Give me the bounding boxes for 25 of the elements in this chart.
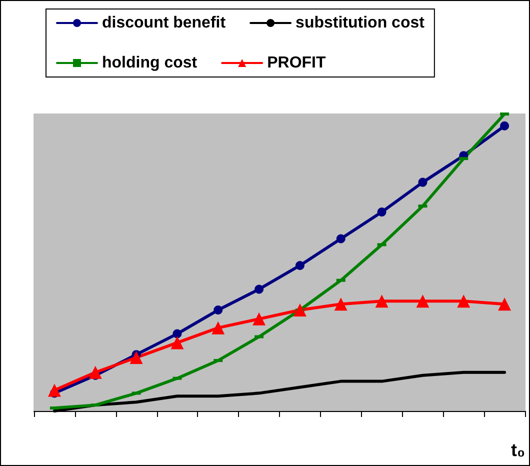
point [170,336,184,350]
point [377,208,386,217]
point [214,306,223,315]
point [254,284,264,294]
point [336,234,346,244]
point [295,260,304,270]
point [457,294,470,308]
legend-label: substitution cost [296,14,426,32]
point [375,294,388,308]
point [88,366,102,379]
point [130,351,143,364]
point [416,294,430,308]
point [500,121,510,130]
legend-label: discount benefit [102,14,226,32]
point [48,384,61,397]
x-axis-title: t₀ [511,440,526,460]
point [293,304,306,317]
point [172,329,182,338]
point [212,321,225,334]
legend-label: PROFIT [267,54,326,72]
point [334,298,348,311]
point [498,298,512,311]
legend-label: holding cost [102,54,198,72]
point [252,312,266,326]
point [418,178,428,187]
